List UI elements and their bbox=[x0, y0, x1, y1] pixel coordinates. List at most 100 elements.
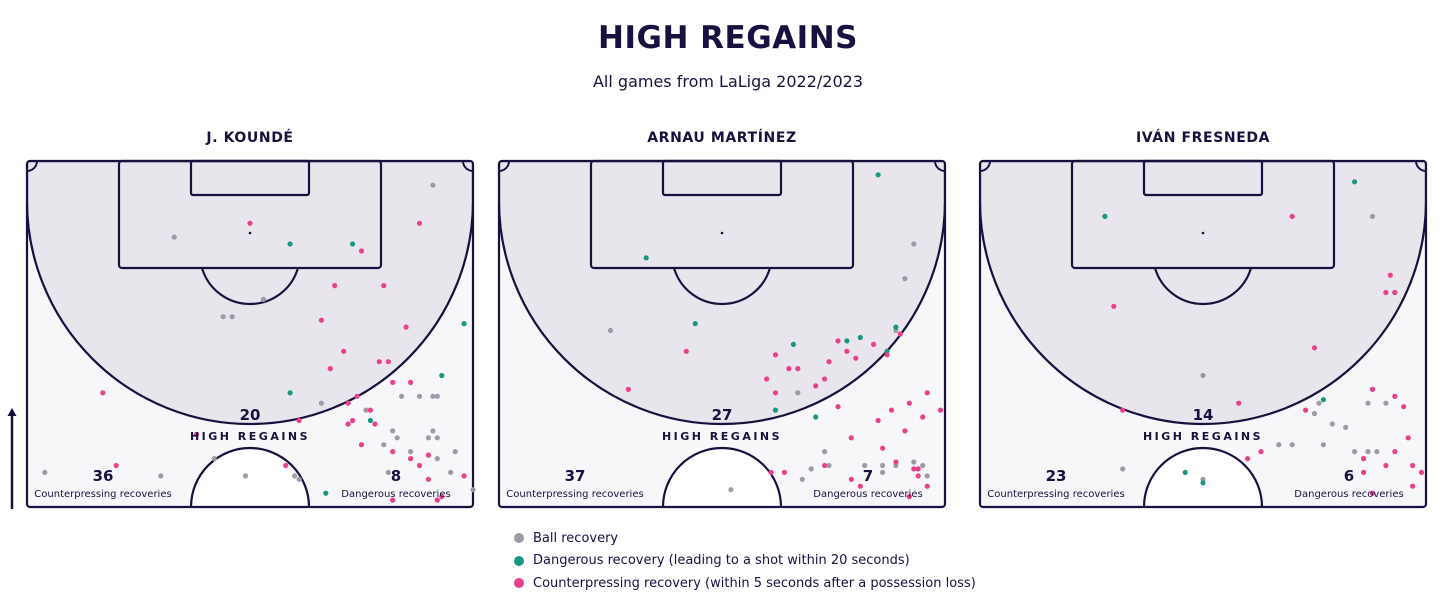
pitch-border bbox=[25, 159, 475, 509]
ball-recovery-point bbox=[1329, 421, 1335, 427]
counterpressing-recovery-point bbox=[857, 483, 863, 489]
counterpressing-recovery-point bbox=[768, 469, 774, 475]
counterpressing-label: Counterpressing recoveries bbox=[34, 489, 171, 500]
counterpressing-recovery-point bbox=[906, 494, 912, 500]
legend-label: Dangerous recovery (leading to a shot wi… bbox=[533, 553, 910, 569]
counterpressing-recovery-point bbox=[848, 435, 854, 441]
high-regains-label: HIGH REGAINS bbox=[1143, 430, 1263, 443]
counterpressing-recovery-point bbox=[924, 483, 930, 489]
dangerous-recovery-point bbox=[893, 324, 899, 330]
counterpressing-recovery-point bbox=[1120, 407, 1126, 413]
dangerous-recovery-swatch bbox=[514, 555, 524, 566]
ball-recovery-point bbox=[1365, 400, 1371, 406]
counterpressing-recovery-point bbox=[1383, 289, 1389, 296]
counterpressing-recovery-point bbox=[318, 317, 324, 323]
ball-recovery-point bbox=[1289, 442, 1295, 448]
dangerous-recovery-point bbox=[844, 338, 850, 344]
counterpressing-recovery-point bbox=[848, 476, 854, 482]
dangerous-recovery-point bbox=[439, 372, 445, 379]
counterpressing-count: 36 bbox=[93, 467, 114, 485]
ball-recovery-point bbox=[434, 456, 440, 462]
high-regain-zone bbox=[499, 161, 945, 426]
counterpressing-recovery-point bbox=[822, 462, 828, 469]
chart-subtitle: All games from LaLiga 2022/2023 bbox=[592, 72, 863, 91]
ball-recovery-point bbox=[1200, 372, 1206, 379]
ball-recovery-point bbox=[211, 456, 217, 462]
counterpressing-recovery-point bbox=[835, 404, 841, 410]
counterpressing-recovery-point bbox=[1311, 345, 1318, 351]
counterpressing-recovery-point bbox=[1303, 407, 1309, 413]
penalty-arc bbox=[1153, 267, 1253, 306]
counterpressing-recovery-point bbox=[408, 456, 414, 462]
ball-recovery-point bbox=[381, 442, 387, 448]
ball-recovery-point bbox=[394, 435, 400, 441]
counterpressing-recovery-point bbox=[461, 473, 467, 479]
counterpressing-recovery-point bbox=[1392, 289, 1398, 296]
high-regains-label: HIGH REGAINS bbox=[662, 430, 782, 443]
ball-recovery-point bbox=[607, 327, 614, 334]
legend-item-ball-recovery: Ball recovery bbox=[514, 527, 976, 550]
counterpressing-recovery-point bbox=[434, 497, 440, 503]
ball-recovery-point bbox=[911, 241, 917, 247]
penalty-spot bbox=[248, 231, 252, 235]
legend-label: Ball recovery bbox=[533, 530, 619, 546]
ball-recovery-point bbox=[880, 469, 886, 475]
counterpressing-recovery-point bbox=[764, 376, 770, 382]
counterpressing-recovery-point bbox=[924, 390, 930, 396]
counterpressing-recovery-point bbox=[100, 390, 106, 396]
ball-recovery-point bbox=[795, 390, 801, 396]
ball-recovery-point bbox=[399, 393, 405, 399]
player-name-kounde: J. KOUNDÉ bbox=[206, 130, 294, 146]
ball-recovery-point bbox=[390, 428, 396, 434]
player-name-fresneda: IVÁN FRESNEDA bbox=[1135, 130, 1271, 146]
ball-recovery-point bbox=[452, 449, 458, 455]
penalty-spot bbox=[720, 231, 724, 235]
counterpressing-recovery-point bbox=[193, 431, 200, 437]
ball-recovery-point bbox=[260, 296, 266, 302]
ball-recovery-point bbox=[1369, 213, 1376, 219]
ball-recovery-point bbox=[862, 462, 868, 469]
counterpressing-recovery-point bbox=[884, 352, 890, 358]
counterpressing-recovery-point bbox=[625, 386, 631, 392]
counterpressing-recovery-point bbox=[920, 414, 926, 420]
counterpressing-recovery-point bbox=[416, 220, 423, 226]
pitch-2: 27 HIGH REGAINS 37 Counterpressing recoveri… bbox=[497, 159, 947, 509]
high-regain-zone bbox=[980, 161, 1426, 426]
ball-recovery-point bbox=[430, 393, 436, 399]
counterpressing-recovery-point bbox=[425, 452, 431, 458]
counterpressing-recovery-point bbox=[1405, 435, 1411, 441]
penalty-spot bbox=[1201, 231, 1205, 235]
counterpressing-recovery-point bbox=[1369, 490, 1376, 496]
ball-recovery-point bbox=[318, 400, 324, 406]
dangerous-recovery-point bbox=[813, 414, 819, 420]
ball-recovery-point bbox=[826, 462, 832, 469]
ball-recovery-point bbox=[1374, 449, 1380, 455]
ball-recovery-point bbox=[822, 449, 828, 455]
dangerous-recovery-point bbox=[772, 407, 779, 413]
counterpressing-recovery-point bbox=[915, 473, 921, 479]
legend: Ball recovery Dangerous recovery (leadin… bbox=[514, 527, 976, 595]
counterpressing-recovery-point bbox=[897, 331, 904, 337]
high-regains-label: HIGH REGAINS bbox=[190, 430, 310, 443]
counterpressing-recovery-point bbox=[1361, 456, 1367, 462]
ball-recovery-point bbox=[920, 462, 926, 469]
counterpressing-recovery-point bbox=[416, 462, 423, 469]
dangerous-recovery-point bbox=[643, 255, 649, 261]
high-regain-zone bbox=[27, 161, 473, 426]
ball-recovery-point bbox=[1343, 424, 1349, 430]
ball-recovery-point bbox=[1320, 442, 1326, 448]
counterpressing-recovery-point bbox=[902, 428, 908, 434]
counterpressing-recovery-point bbox=[358, 248, 365, 254]
counterpressing-recovery-point bbox=[683, 348, 689, 354]
counterpressing-recovery-point bbox=[853, 355, 859, 361]
ball-recovery-point bbox=[363, 407, 369, 413]
ball-recovery-point bbox=[416, 393, 423, 399]
pitch-border bbox=[497, 159, 947, 509]
counterpressing-recovery-point bbox=[1392, 393, 1398, 399]
counterpressing-recovery-point bbox=[113, 462, 119, 469]
dangerous-recovery-point bbox=[1182, 469, 1188, 475]
counterpressing-recovery-point bbox=[795, 366, 801, 372]
dangerous-recovery-point bbox=[1320, 397, 1326, 403]
counterpressing-recovery-point bbox=[844, 348, 850, 354]
high-regains-count: 14 bbox=[1193, 406, 1214, 424]
